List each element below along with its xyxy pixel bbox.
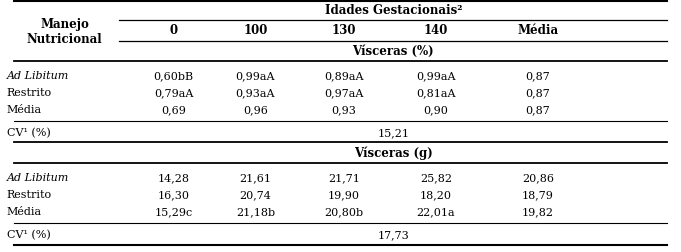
Text: Média: Média	[7, 105, 42, 115]
Text: Ad Libitum: Ad Libitum	[7, 71, 69, 81]
Text: Média: Média	[7, 206, 42, 216]
Text: 20,80b: 20,80b	[324, 206, 364, 216]
Text: 16,30: 16,30	[158, 189, 189, 199]
Text: 21,61: 21,61	[240, 172, 271, 182]
Text: 0,93aA: 0,93aA	[236, 88, 275, 98]
Text: 0,89aA: 0,89aA	[324, 71, 364, 81]
Text: 0,87: 0,87	[526, 88, 550, 98]
Text: 0,60bB: 0,60bB	[154, 71, 193, 81]
Text: 0,96: 0,96	[243, 105, 268, 115]
Text: Vísceras (%): Vísceras (%)	[353, 44, 434, 57]
Text: CV¹ (%): CV¹ (%)	[7, 229, 50, 239]
Text: Ad Libitum: Ad Libitum	[7, 172, 69, 182]
Text: 0,97aA: 0,97aA	[324, 88, 364, 98]
Text: 0,79aA: 0,79aA	[154, 88, 193, 98]
Text: 19,90: 19,90	[328, 189, 360, 199]
Text: 18,20: 18,20	[420, 189, 452, 199]
Text: Média: Média	[518, 24, 558, 37]
Text: 0,99aA: 0,99aA	[416, 71, 456, 81]
Text: 14,28: 14,28	[158, 172, 189, 182]
Text: 22,01a: 22,01a	[417, 206, 455, 216]
Text: 21,18b: 21,18b	[236, 206, 275, 216]
Text: 17,73: 17,73	[377, 229, 409, 239]
Text: 0,99aA: 0,99aA	[236, 71, 275, 81]
Text: 15,21: 15,21	[377, 128, 409, 137]
Text: Idades Gestacionais²: Idades Gestacionais²	[325, 5, 462, 17]
Text: Vísceras (g): Vísceras (g)	[354, 146, 432, 159]
Text: 0: 0	[170, 24, 178, 37]
Text: 0,87: 0,87	[526, 71, 550, 81]
Text: 20,74: 20,74	[240, 189, 271, 199]
Text: 0,93: 0,93	[332, 105, 356, 115]
Text: 140: 140	[424, 24, 448, 37]
Text: 20,86: 20,86	[522, 172, 554, 182]
Text: 25,82: 25,82	[420, 172, 452, 182]
Text: 15,29c: 15,29c	[155, 206, 193, 216]
Text: 0,87: 0,87	[526, 105, 550, 115]
Text: Manejo
Nutricional: Manejo Nutricional	[27, 18, 103, 46]
Text: 21,71: 21,71	[328, 172, 360, 182]
Text: Restrito: Restrito	[7, 189, 52, 199]
Text: 130: 130	[332, 24, 356, 37]
Text: 19,82: 19,82	[522, 206, 554, 216]
Text: CV¹ (%): CV¹ (%)	[7, 127, 50, 138]
Text: 100: 100	[243, 24, 268, 37]
Text: 18,79: 18,79	[522, 189, 554, 199]
Text: 0,69: 0,69	[161, 105, 186, 115]
Text: 0,90: 0,90	[424, 105, 448, 115]
Text: 0,81aA: 0,81aA	[416, 88, 456, 98]
Text: Restrito: Restrito	[7, 88, 52, 98]
